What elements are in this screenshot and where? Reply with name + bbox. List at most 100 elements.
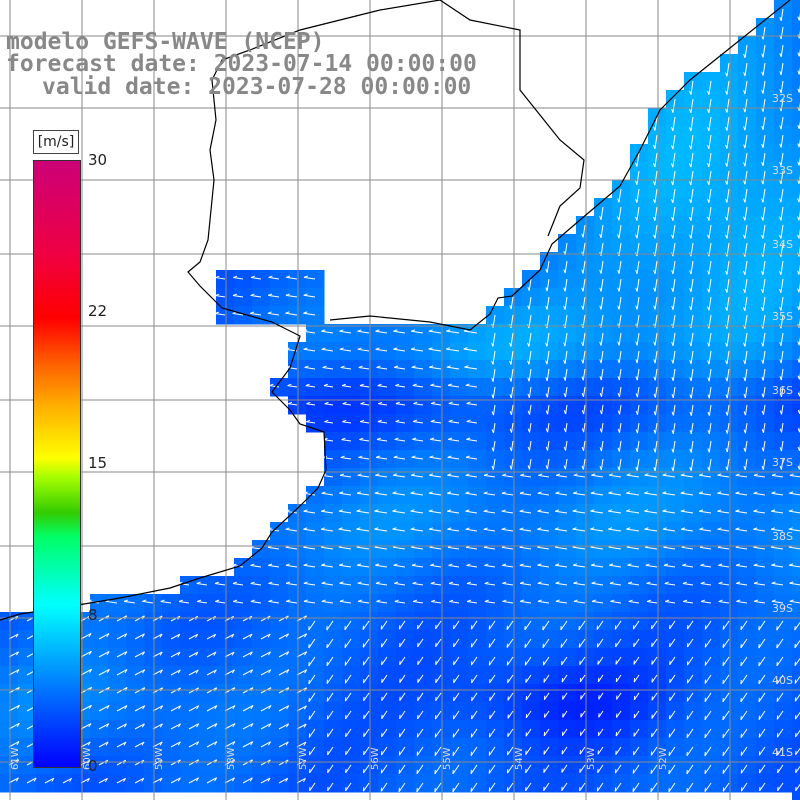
wind-arrow bbox=[260, 723, 272, 730]
wind-arrow bbox=[646, 582, 658, 586]
wind-arrow-head bbox=[725, 394, 728, 399]
wind-arrow bbox=[722, 710, 730, 721]
wind-arrow-head bbox=[268, 563, 273, 566]
wind-arrow-head bbox=[178, 599, 183, 602]
wind-arrow bbox=[416, 746, 424, 756]
wind-arrow-head bbox=[286, 723, 290, 728]
wind-arrow bbox=[654, 224, 658, 239]
wind-arrow-head bbox=[563, 342, 566, 347]
wind-arrow bbox=[780, 350, 784, 364]
wind-arrow-head bbox=[779, 410, 783, 415]
wind-arrow-head bbox=[358, 455, 363, 458]
wind-arrow-head bbox=[617, 393, 620, 398]
wind-arrow bbox=[708, 440, 712, 453]
wind-arrow-head bbox=[509, 305, 512, 310]
wind-arrow bbox=[483, 528, 496, 532]
wind-arrow-head bbox=[338, 509, 343, 512]
speed-cell bbox=[360, 342, 379, 361]
wind-arrow bbox=[672, 296, 676, 310]
speed-cell bbox=[522, 504, 541, 523]
wind-arrow-head bbox=[395, 383, 400, 387]
wind-arrow bbox=[744, 422, 748, 434]
wind-arrow-head bbox=[725, 288, 728, 293]
wind-arrow-head bbox=[196, 777, 200, 782]
wind-arrow-head bbox=[581, 376, 584, 381]
wind-arrow bbox=[363, 674, 370, 684]
wind-arrow bbox=[206, 741, 218, 748]
wind-arrow bbox=[644, 528, 658, 532]
wind-arrow bbox=[285, 564, 298, 568]
wind-arrow bbox=[453, 620, 460, 630]
wind-arrow-head bbox=[430, 419, 435, 422]
wind-arrow bbox=[726, 296, 730, 311]
wind-arrow bbox=[483, 492, 496, 496]
wind-arrow bbox=[636, 188, 640, 203]
speed-cell bbox=[792, 468, 800, 487]
wind-arrow-head bbox=[466, 419, 471, 422]
speed-cell bbox=[504, 504, 523, 523]
wind-arrow bbox=[668, 782, 676, 793]
speed-cell bbox=[324, 324, 343, 343]
wind-arrow-head bbox=[761, 198, 764, 203]
wind-arrow-head bbox=[671, 163, 674, 168]
speed-cell bbox=[360, 558, 379, 577]
wind-arrow-head bbox=[338, 527, 343, 530]
wind-arrow-head bbox=[141, 777, 145, 782]
wind-arrow bbox=[700, 601, 712, 604]
wind-arrow bbox=[374, 528, 388, 532]
speed-cell bbox=[378, 504, 397, 523]
speed-cell bbox=[360, 432, 379, 451]
speed-cell bbox=[486, 576, 505, 595]
speed-cell bbox=[702, 558, 721, 577]
wind-arrow bbox=[762, 458, 766, 470]
speed-cell bbox=[378, 576, 397, 595]
wind-arrow-head bbox=[214, 705, 218, 710]
speed-cell bbox=[270, 378, 289, 397]
wind-arrow-head bbox=[779, 306, 782, 311]
wind-arrow bbox=[134, 705, 146, 712]
wind-arrow-head bbox=[429, 365, 434, 368]
speed-cell bbox=[288, 306, 307, 325]
speed-cell bbox=[792, 594, 800, 613]
wind-arrow bbox=[465, 510, 478, 514]
wind-arrow bbox=[399, 620, 406, 630]
wind-arrow-head bbox=[105, 741, 109, 746]
wind-arrow-head bbox=[177, 651, 181, 656]
wind-arrow bbox=[466, 546, 478, 550]
wind-arrow-head bbox=[689, 216, 692, 221]
wind-arrow bbox=[618, 224, 622, 239]
wind-arrow-head bbox=[509, 411, 512, 416]
speed-cell bbox=[792, 342, 800, 361]
wind-arrow-head bbox=[357, 329, 362, 332]
wind-arrow-head bbox=[430, 383, 435, 386]
wind-arrow bbox=[321, 600, 334, 604]
wind-arrow bbox=[80, 741, 91, 748]
wind-arrow-head bbox=[375, 473, 380, 476]
wind-arrow bbox=[614, 620, 622, 630]
wind-arrow bbox=[690, 386, 694, 399]
wind-arrow-head bbox=[303, 509, 308, 512]
wind-arrow-head bbox=[635, 448, 638, 453]
wind-arrow bbox=[578, 620, 586, 631]
wind-arrow bbox=[636, 332, 640, 346]
wind-arrow-head bbox=[88, 651, 92, 655]
wind-arrow bbox=[600, 332, 604, 346]
wind-arrow bbox=[744, 260, 748, 275]
wind-arrow-head bbox=[653, 126, 656, 131]
wind-arrow-head bbox=[761, 428, 764, 434]
speed-cell bbox=[792, 450, 800, 469]
wind-arrow-head bbox=[671, 448, 674, 453]
speed-cell bbox=[396, 396, 415, 415]
wind-arrow bbox=[704, 692, 712, 702]
speed-cell bbox=[252, 270, 271, 289]
wind-arrow bbox=[560, 620, 568, 631]
speed-cell bbox=[792, 270, 800, 289]
wind-arrow-head bbox=[197, 599, 202, 602]
wind-arrow-head bbox=[249, 633, 253, 638]
wind-arrow-head bbox=[707, 429, 710, 435]
speed-cell bbox=[468, 432, 487, 451]
wind-arrow bbox=[619, 404, 622, 415]
wind-arrow bbox=[626, 546, 640, 550]
wind-arrow-head bbox=[699, 473, 704, 476]
wind-arrow bbox=[80, 668, 92, 676]
